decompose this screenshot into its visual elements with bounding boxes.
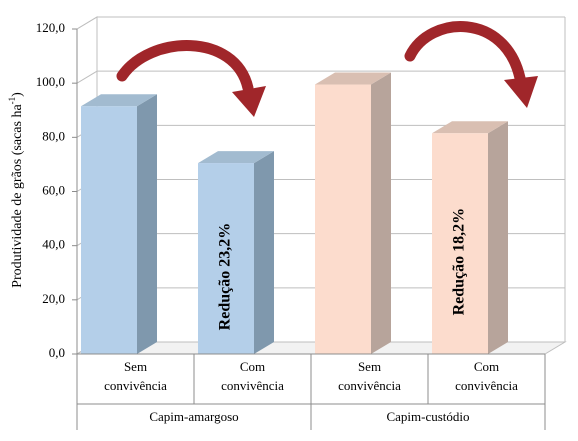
y-axis-label: Produtividade de grãos (sacas ha-1) <box>7 92 25 288</box>
x-tick-label: Sem <box>358 359 381 374</box>
x-tick-label: convivência <box>221 378 284 393</box>
group-label: Capim-custódio <box>386 409 469 424</box>
grid-line <box>76 70 565 84</box>
y-tick-label: 120,0 <box>36 20 65 35</box>
x-tick-label: convivência <box>338 378 401 393</box>
bar-side <box>371 72 391 354</box>
grid-line <box>76 16 565 30</box>
bar-side <box>488 121 508 354</box>
y-axis-label-sup: -1 <box>7 97 17 105</box>
y-tick-label: 80,0 <box>42 128 65 143</box>
y-axis-label-end: ) <box>10 92 25 97</box>
bar-top <box>432 121 508 134</box>
y-tick-label: 100,0 <box>36 74 65 89</box>
x-tick-label: Com <box>240 359 265 374</box>
y-tick-label: 60,0 <box>42 182 65 197</box>
arrow-body <box>404 21 526 84</box>
bar-top <box>315 72 391 85</box>
group-label: Capim-amargoso <box>149 409 238 424</box>
bar-annotation: Redução 18,2% <box>451 208 468 316</box>
y-tick-label: 40,0 <box>42 237 65 252</box>
bar-side <box>254 151 274 354</box>
x-tick-label: convivência <box>455 378 518 393</box>
x-tick-label: Sem <box>124 359 147 374</box>
bar <box>198 163 254 354</box>
bar-annotation: Redução 23,2% <box>217 223 234 331</box>
bar <box>432 133 488 354</box>
bar-side <box>137 94 157 354</box>
arrow-head <box>232 86 266 117</box>
x-tick-label: convivência <box>104 378 167 393</box>
x-tick-label: Com <box>474 359 499 374</box>
arrow-body <box>116 40 254 94</box>
y-tick-label: 0,0 <box>49 345 65 360</box>
arrow-head <box>504 76 538 108</box>
bar-top <box>198 151 274 164</box>
bar-top <box>81 94 157 107</box>
bar <box>81 106 137 354</box>
y-tick-label: 20,0 <box>42 291 65 306</box>
bar <box>315 84 371 354</box>
y-axis-label-text: Produtividade de grãos (sacas ha <box>10 104 25 288</box>
